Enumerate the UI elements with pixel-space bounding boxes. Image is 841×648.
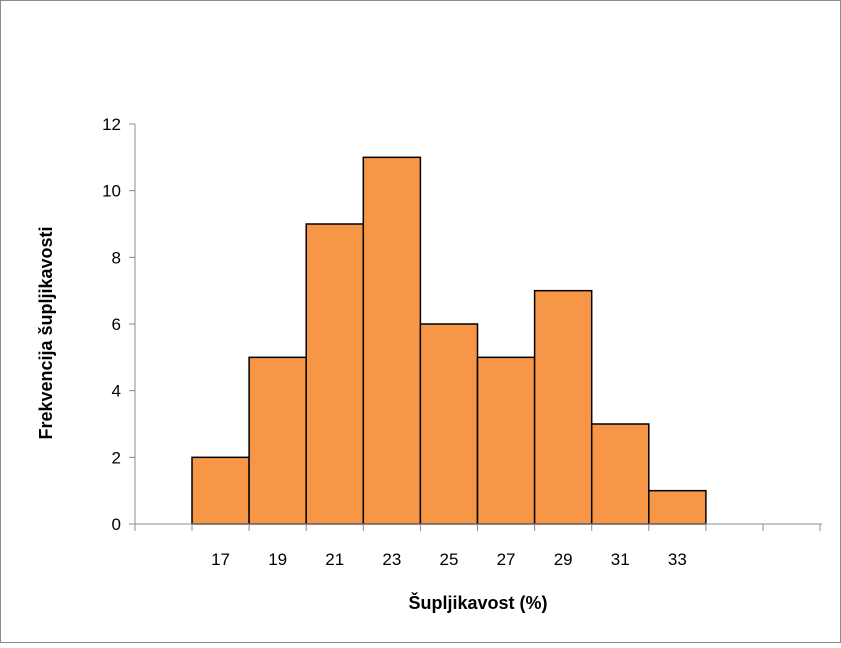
y-tick-label-8: 8 — [112, 248, 121, 267]
bar-31 — [590, 423, 650, 525]
bar-33 — [648, 489, 707, 525]
x-tick-label-21: 21 — [325, 550, 344, 569]
y-tick-label-2: 2 — [112, 448, 121, 467]
x-tick-label-17: 17 — [211, 550, 230, 569]
x-axis-title: Šupljikavost (%) — [408, 592, 547, 613]
bar-19 — [248, 356, 307, 525]
y-tick-label-4: 4 — [112, 382, 121, 401]
bar-21 — [305, 223, 365, 525]
y-tick-label-12: 12 — [102, 115, 121, 134]
bar-29 — [533, 289, 593, 525]
y-axis-title: Frekvencija šupljikavosti — [36, 226, 56, 439]
x-tick-label-23: 23 — [382, 550, 401, 569]
x-tick-label-29: 29 — [554, 550, 573, 569]
y-tick-labels: 0 2 4 6 8 10 12 — [102, 115, 121, 534]
x-tick-label-25: 25 — [439, 550, 458, 569]
y-tick-label-6: 6 — [112, 315, 121, 334]
y-tick-label-10: 10 — [102, 182, 121, 201]
bars-group — [191, 156, 707, 525]
axes-group — [129, 123, 822, 531]
x-tick-label-31: 31 — [611, 550, 630, 569]
x-tick-label-19: 19 — [268, 550, 287, 569]
bar-23 — [362, 156, 422, 525]
bar-17 — [191, 456, 250, 525]
x-tick-label-27: 27 — [497, 550, 516, 569]
bar-25 — [419, 323, 479, 525]
bar-27 — [476, 356, 536, 525]
x-tick-label-33: 33 — [668, 550, 687, 569]
y-tick-label-0: 0 — [112, 515, 121, 534]
x-tick-labels: 17 19 21 23 25 27 29 31 33 — [211, 550, 687, 569]
